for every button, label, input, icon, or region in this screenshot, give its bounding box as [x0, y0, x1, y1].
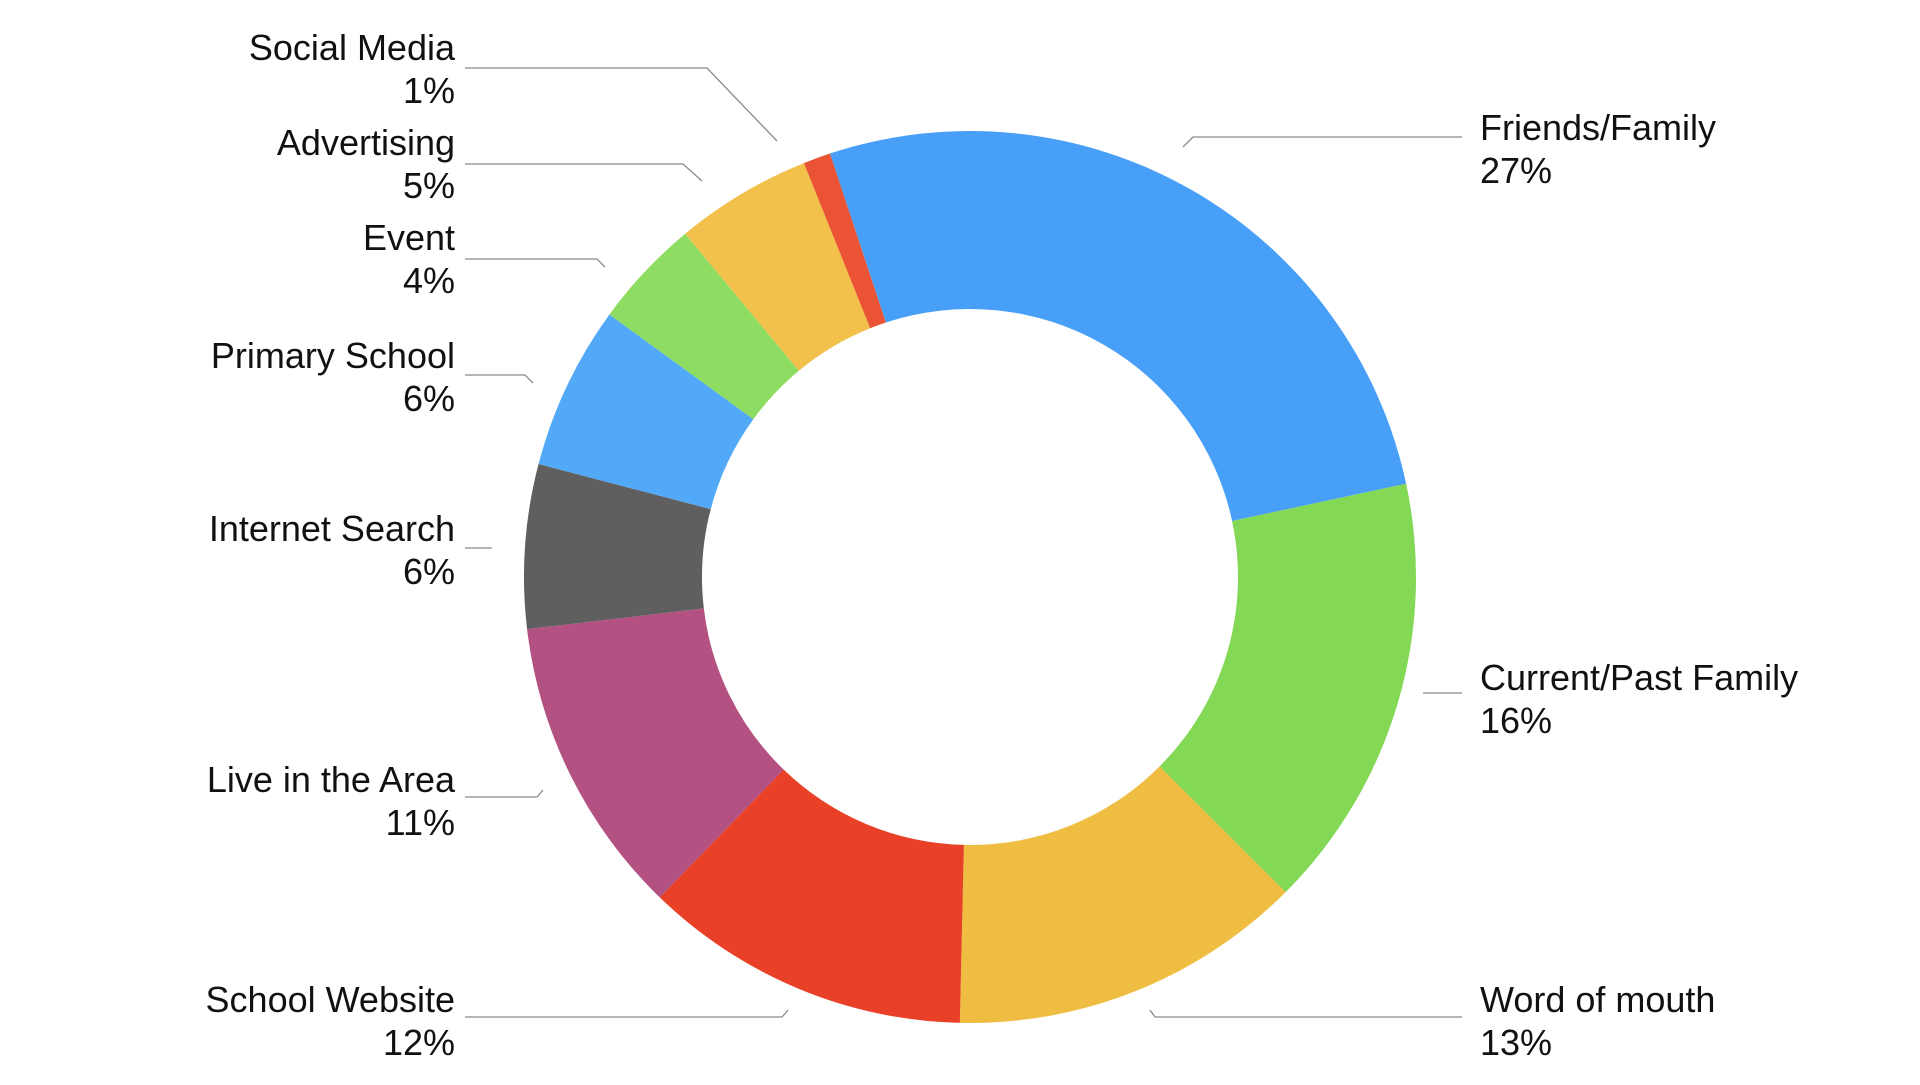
slice-category-label: Primary School [211, 335, 455, 376]
slice-percent-label: 11% [386, 802, 455, 843]
slice-percent-label: 5% [403, 165, 455, 206]
slice-percent-label: 6% [403, 378, 455, 419]
slice-live-in-the-area [527, 608, 784, 898]
slice-category-label: Friends/Family [1480, 107, 1716, 148]
leader-line [465, 1009, 789, 1018]
leader-lines-layer [465, 67, 1462, 1018]
slice-category-label: School Website [206, 979, 455, 1020]
leader-line [1149, 1009, 1462, 1018]
slice-category-label: Internet Search [209, 508, 455, 549]
slice-category-label: Live in the Area [207, 759, 456, 800]
slice-advertising [685, 163, 871, 371]
slice-social-media [803, 153, 886, 329]
slice-percent-label: 1% [403, 70, 455, 111]
leader-line [465, 67, 778, 142]
slice-current-past-family [1159, 483, 1416, 893]
slice-word-of-mouth [959, 766, 1286, 1023]
slice-percent-label: 13% [1480, 1022, 1552, 1063]
slice-percent-label: 12% [383, 1022, 455, 1063]
slice-internet-search [523, 464, 711, 630]
slice-category-label: Word of mouth [1480, 979, 1715, 1020]
leader-line [465, 163, 703, 182]
slice-primary-school [538, 314, 754, 510]
slice-category-label: Advertising [277, 122, 455, 163]
slice-percent-label: 6% [403, 551, 455, 592]
leader-line [1182, 136, 1462, 148]
slice-category-label: Social Media [249, 27, 456, 68]
slice-event [609, 233, 799, 420]
slice-category-label: Event [363, 217, 455, 258]
slice-percent-label: 27% [1480, 150, 1552, 191]
slices-layer [523, 131, 1416, 1023]
slice-percent-label: 4% [403, 260, 455, 301]
slice-friends-family [829, 131, 1407, 521]
leader-line [465, 789, 544, 798]
leader-line [465, 374, 534, 384]
slice-percent-label: 16% [1480, 700, 1552, 741]
leader-line [465, 258, 606, 268]
slice-school-website [659, 769, 964, 1023]
slice-category-label: Current/Past Family [1480, 657, 1798, 698]
